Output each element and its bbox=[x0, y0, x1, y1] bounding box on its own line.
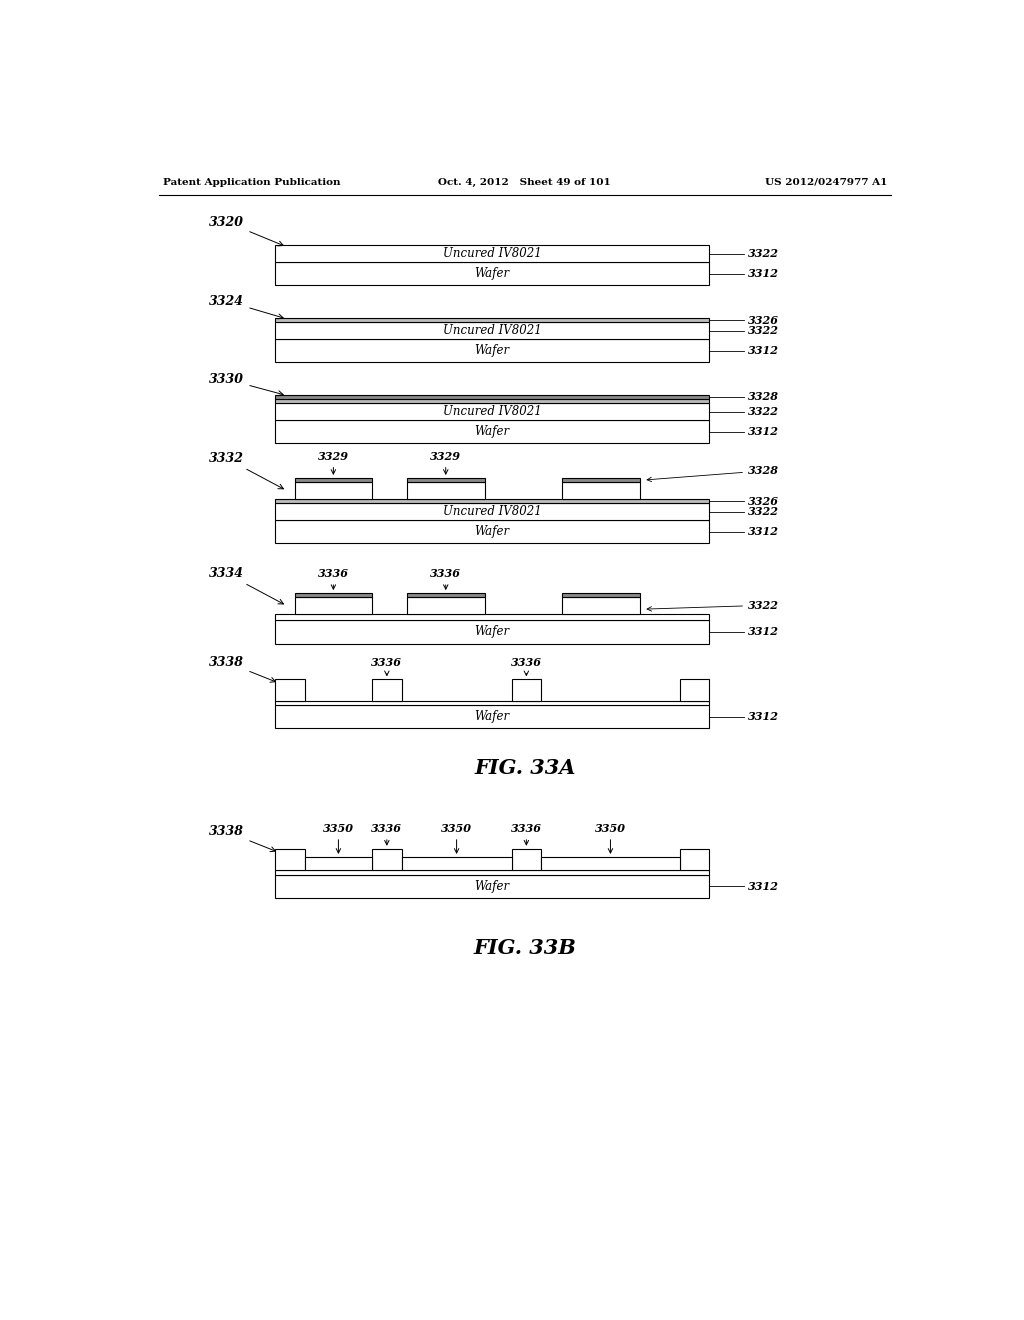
Text: 3336: 3336 bbox=[430, 569, 461, 589]
Text: 3332: 3332 bbox=[209, 453, 284, 488]
Text: 3334: 3334 bbox=[209, 568, 284, 605]
Text: 3338: 3338 bbox=[209, 656, 275, 682]
Text: 3324: 3324 bbox=[209, 294, 284, 319]
Bar bbox=[562, 593, 640, 598]
Text: 3312: 3312 bbox=[748, 426, 779, 437]
Text: Patent Application Publication: Patent Application Publication bbox=[163, 178, 340, 186]
Text: US 2012/0247977 A1: US 2012/0247977 A1 bbox=[765, 178, 888, 186]
Bar bbox=[295, 482, 372, 499]
Bar bbox=[275, 614, 710, 620]
Text: 3312: 3312 bbox=[748, 711, 779, 722]
Text: 3350: 3350 bbox=[323, 824, 354, 853]
Bar bbox=[275, 680, 305, 701]
Bar bbox=[275, 395, 710, 399]
Bar bbox=[680, 680, 710, 701]
Bar bbox=[275, 339, 710, 363]
Text: 3312: 3312 bbox=[748, 268, 779, 280]
Text: 3328: 3328 bbox=[748, 392, 779, 403]
Text: Wafer: Wafer bbox=[475, 268, 510, 280]
Bar bbox=[512, 849, 541, 870]
Text: 3322: 3322 bbox=[748, 326, 779, 337]
Bar bbox=[295, 478, 372, 482]
Text: 3322: 3322 bbox=[748, 407, 779, 417]
Text: 3338: 3338 bbox=[209, 825, 275, 851]
Bar bbox=[680, 849, 710, 870]
Text: 3312: 3312 bbox=[748, 627, 779, 638]
Text: 3326: 3326 bbox=[748, 496, 779, 507]
Text: 3329: 3329 bbox=[317, 451, 349, 474]
Bar bbox=[275, 503, 710, 520]
Text: 3336: 3336 bbox=[372, 824, 402, 845]
Text: 3336: 3336 bbox=[511, 657, 542, 676]
Bar bbox=[407, 482, 484, 499]
Bar bbox=[407, 597, 484, 614]
Text: 3312: 3312 bbox=[748, 880, 779, 891]
Bar bbox=[275, 849, 305, 870]
Bar bbox=[295, 597, 372, 614]
Text: Wafer: Wafer bbox=[475, 425, 510, 438]
Text: Wafer: Wafer bbox=[475, 879, 510, 892]
Text: Uncured IV8021: Uncured IV8021 bbox=[442, 405, 542, 418]
Bar bbox=[562, 482, 640, 499]
Text: 3326: 3326 bbox=[748, 314, 779, 326]
Text: 3336: 3336 bbox=[317, 569, 349, 589]
Bar bbox=[401, 857, 512, 870]
Bar bbox=[407, 593, 484, 598]
Bar bbox=[275, 263, 710, 285]
Text: Uncured IV8021: Uncured IV8021 bbox=[442, 506, 542, 519]
Bar bbox=[305, 857, 372, 870]
Bar bbox=[275, 701, 710, 705]
Text: 3312: 3312 bbox=[748, 527, 779, 537]
Bar bbox=[372, 680, 401, 701]
Text: 3322: 3322 bbox=[748, 507, 779, 517]
Text: 3336: 3336 bbox=[372, 657, 402, 676]
Text: 3350: 3350 bbox=[441, 824, 472, 853]
Bar bbox=[275, 404, 710, 420]
Text: FIG. 33A: FIG. 33A bbox=[474, 758, 575, 779]
Text: 3330: 3330 bbox=[209, 372, 284, 396]
Text: Uncured IV8021: Uncured IV8021 bbox=[442, 325, 542, 338]
Text: 3350: 3350 bbox=[595, 824, 626, 853]
Bar bbox=[407, 478, 484, 482]
Bar bbox=[275, 318, 710, 322]
Text: 3312: 3312 bbox=[748, 346, 779, 356]
Bar bbox=[275, 246, 710, 263]
Text: Wafer: Wafer bbox=[475, 626, 510, 639]
Bar bbox=[275, 620, 710, 644]
Text: 3322: 3322 bbox=[647, 599, 779, 611]
Bar bbox=[562, 478, 640, 482]
Text: FIG. 33B: FIG. 33B bbox=[473, 937, 577, 957]
Text: 3320: 3320 bbox=[209, 215, 284, 246]
Bar bbox=[275, 420, 710, 444]
Bar bbox=[275, 399, 710, 404]
Text: 3336: 3336 bbox=[511, 824, 542, 845]
Bar bbox=[275, 875, 710, 898]
Bar bbox=[275, 520, 710, 544]
Text: Wafer: Wafer bbox=[475, 525, 510, 539]
Bar bbox=[372, 849, 401, 870]
Text: 3322: 3322 bbox=[748, 248, 779, 260]
Text: Wafer: Wafer bbox=[475, 345, 510, 358]
Text: 3328: 3328 bbox=[647, 466, 779, 482]
Text: Wafer: Wafer bbox=[475, 710, 510, 723]
Bar bbox=[541, 857, 680, 870]
Text: Oct. 4, 2012   Sheet 49 of 101: Oct. 4, 2012 Sheet 49 of 101 bbox=[438, 178, 610, 186]
Bar bbox=[275, 322, 710, 339]
Bar bbox=[512, 680, 541, 701]
Bar bbox=[295, 593, 372, 598]
Text: Uncured IV8021: Uncured IV8021 bbox=[442, 247, 542, 260]
Bar bbox=[275, 870, 710, 875]
Text: 3329: 3329 bbox=[430, 451, 461, 474]
Bar bbox=[275, 499, 710, 503]
Bar bbox=[562, 597, 640, 614]
Bar bbox=[275, 705, 710, 729]
